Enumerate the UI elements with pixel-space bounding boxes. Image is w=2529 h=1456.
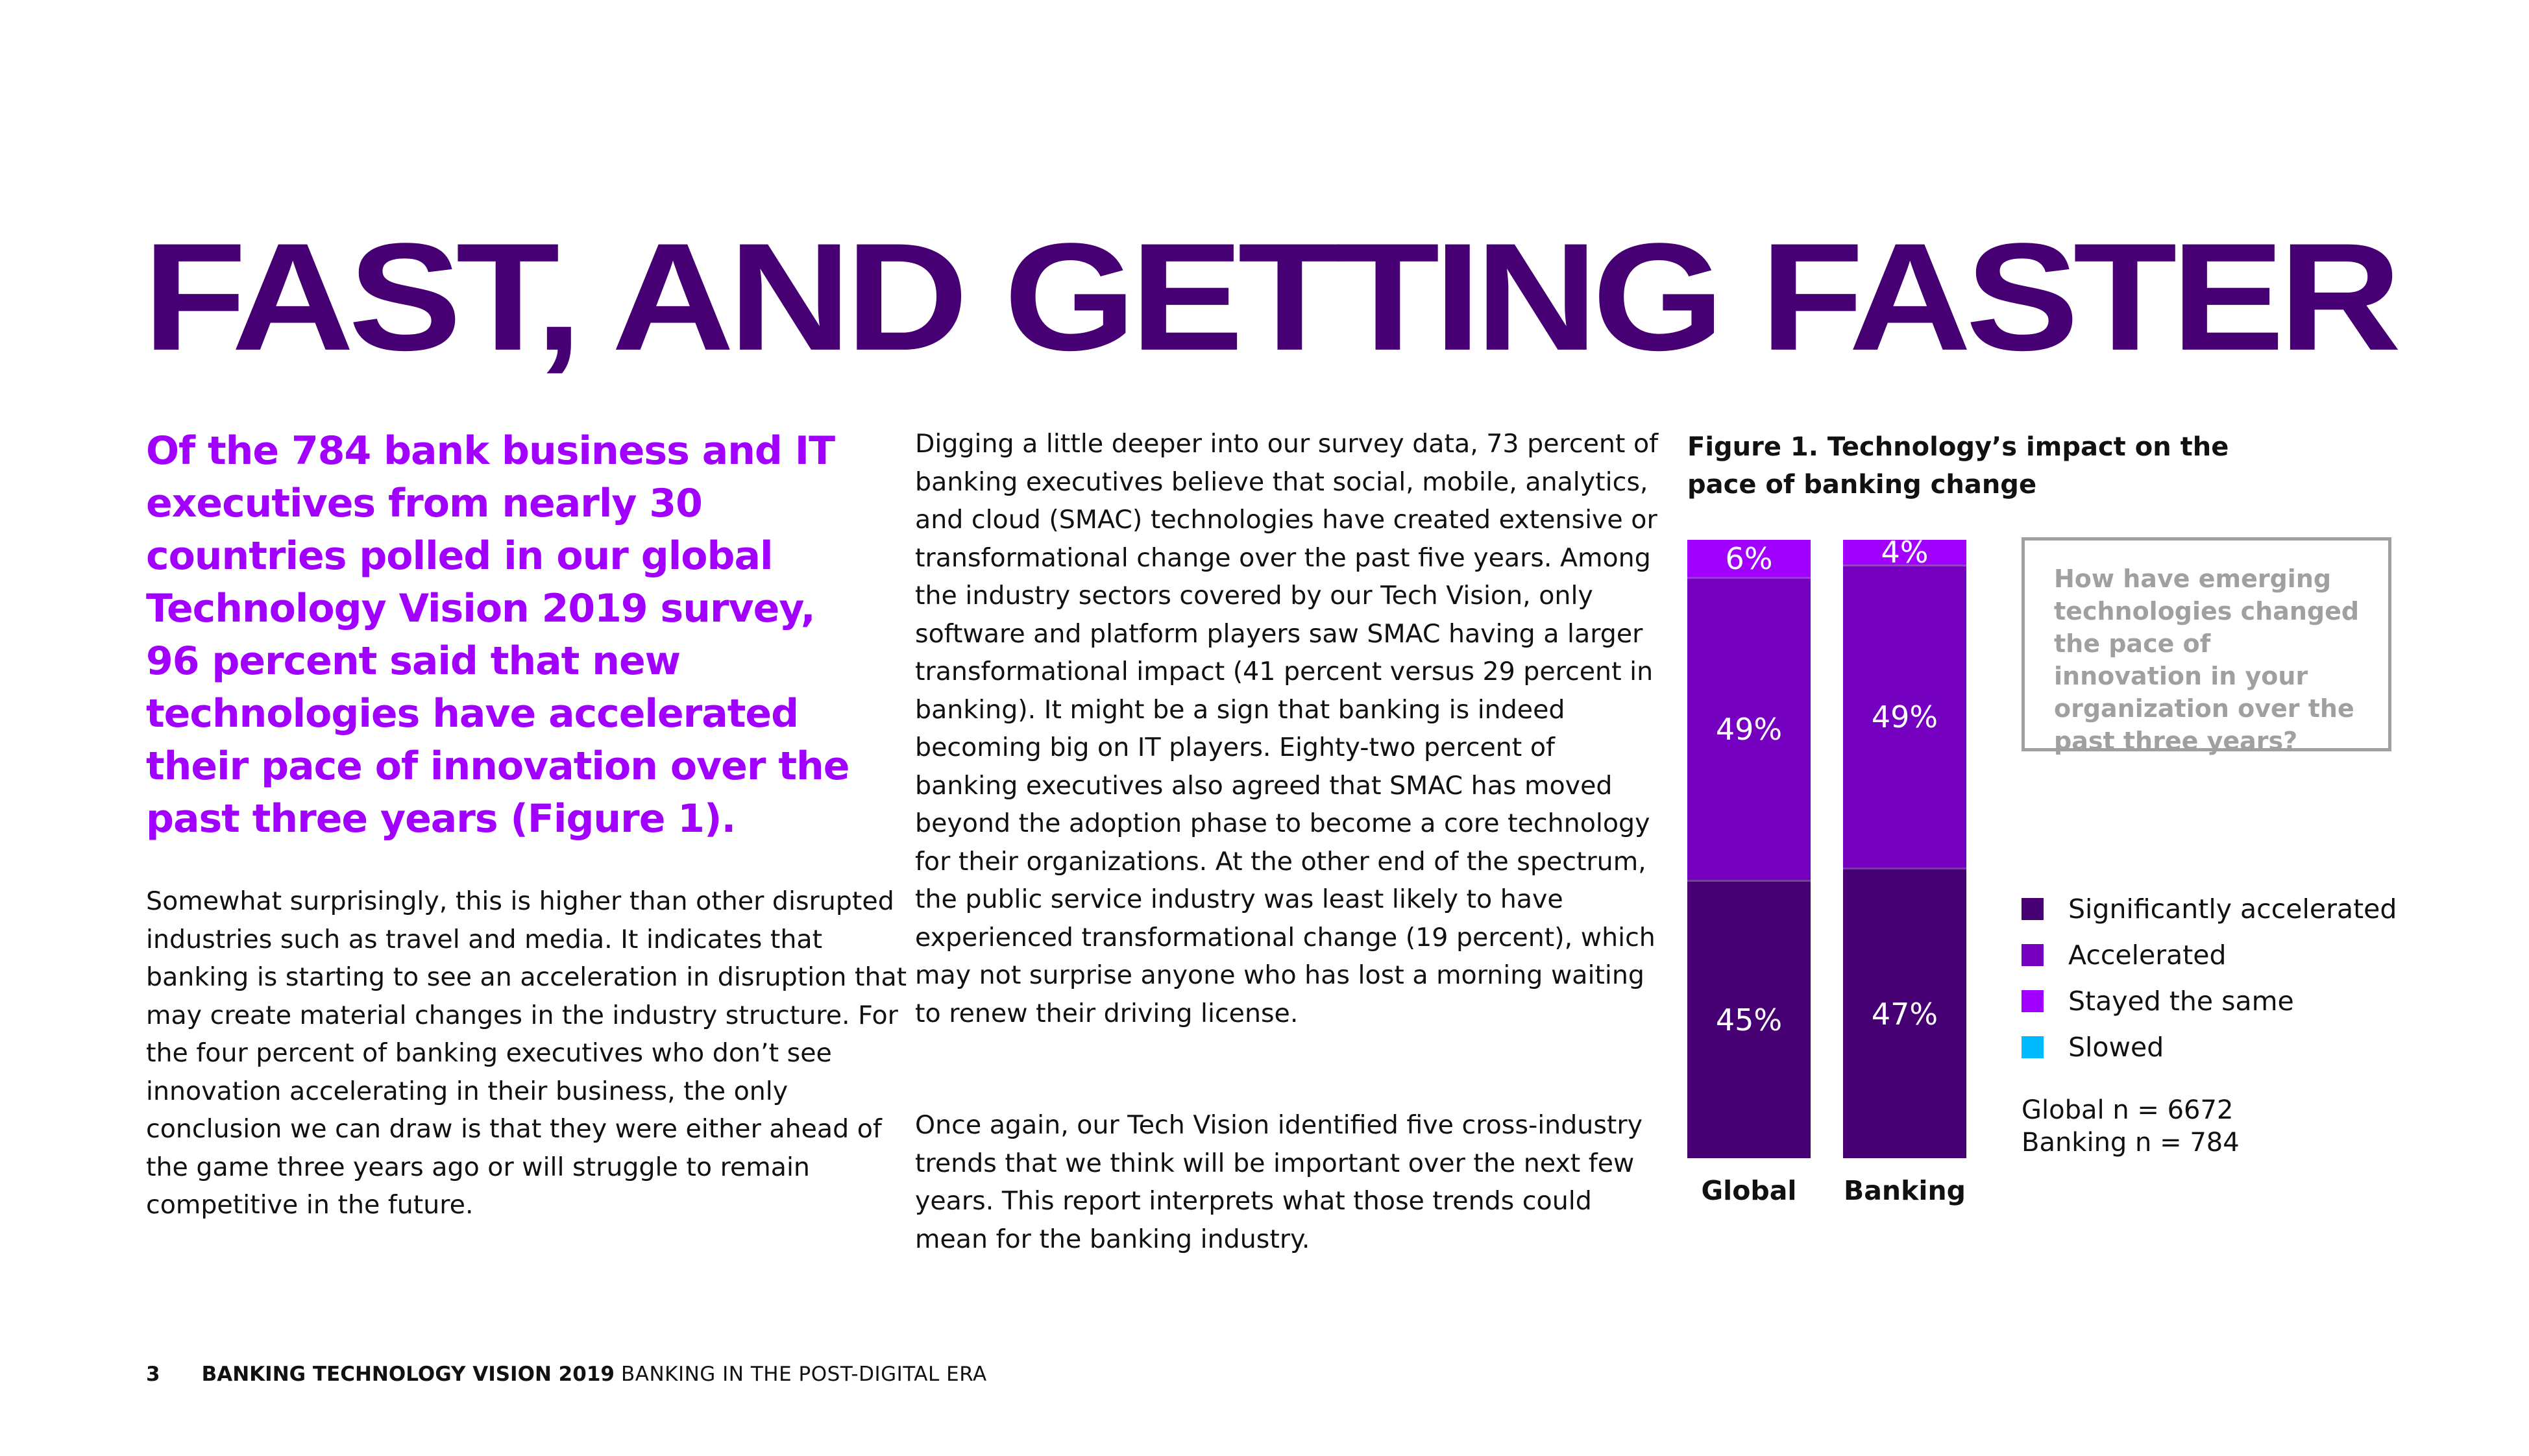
legend-swatch [2022, 897, 2044, 920]
legend-label: Accelerated [2068, 939, 2227, 971]
legend-item-accelerated: Accelerated [2022, 932, 2397, 978]
figure-title: Figure 1. Technology’s impact on the pac… [1687, 432, 2229, 500]
publication-subtitle: BANKING IN THE POST-DIGITAL ERA [620, 1363, 987, 1386]
bar-segment-banking-significantly-accelerated: 47% [1843, 868, 1966, 1158]
bar-segment-banking-stayed-the-same: 4% [1843, 535, 1966, 570]
bar-value-label: 45% [1715, 1002, 1783, 1038]
bar-segment-global-accelerated: 49% [1687, 577, 1811, 880]
sample-size-global: Global n = 6672 [2022, 1095, 2234, 1125]
bar-segment-global-significantly-accelerated: 45% [1687, 880, 1811, 1158]
legend-item-slowed: Slowed [2022, 1024, 2397, 1070]
category-label-global: Global [1701, 1175, 1797, 1206]
body-column-2-para-1: Digging a little deeper into our survey … [915, 429, 1659, 1028]
publication-title: BANKING TECHNOLOGY VISION 2019 [201, 1363, 615, 1386]
legend-item-significantly-accelerated: Significantly accelerated [2022, 886, 2397, 932]
legend-label: Significantly accelerated [2068, 893, 2397, 925]
legend-label: Slowed [2068, 1031, 2164, 1063]
page-number: 3 [146, 1363, 160, 1386]
sample-size-banking: Banking n = 784 [2022, 1128, 2240, 1158]
bar-value-label: 49% [1715, 712, 1783, 747]
body-column-1: Somewhat surprisingly, this is higher th… [146, 886, 907, 1220]
legend-swatch [2022, 1036, 2044, 1058]
bar-segment-global-stayed-the-same: 6% [1687, 540, 1811, 577]
category-label-banking: Banking [1844, 1175, 1966, 1206]
bar-value-label: 47% [1871, 996, 1938, 1032]
legend-swatch [2022, 989, 2044, 1012]
page-footer: 3 BANKING TECHNOLOGY VISION 2019 BANKING I… [146, 1363, 987, 1386]
bar-value-label: 4% [1881, 535, 1929, 570]
chart-legend: Significantly accelerated Accelerated Stay… [2022, 886, 2397, 1070]
body-column-2-para-2: Once again, our Tech Vision identified f… [915, 1110, 1643, 1254]
bar-value-label: 6% [1725, 540, 1773, 576]
legend-swatch [2022, 943, 2044, 966]
bar-segment-banking-accelerated: 49% [1843, 564, 1966, 868]
intro-highlight: Of the 784 bank business and IT executiv… [146, 428, 849, 842]
legend-item-stayed-the-same: Stayed the same [2022, 978, 2397, 1024]
survey-question-box: How have emerging technologies changed t… [2022, 537, 2391, 755]
page-title: FAST, AND GETTING FASTER [143, 211, 2402, 383]
legend-label: Stayed the same [2068, 985, 2294, 1017]
bar-value-label: 49% [1871, 699, 1938, 735]
